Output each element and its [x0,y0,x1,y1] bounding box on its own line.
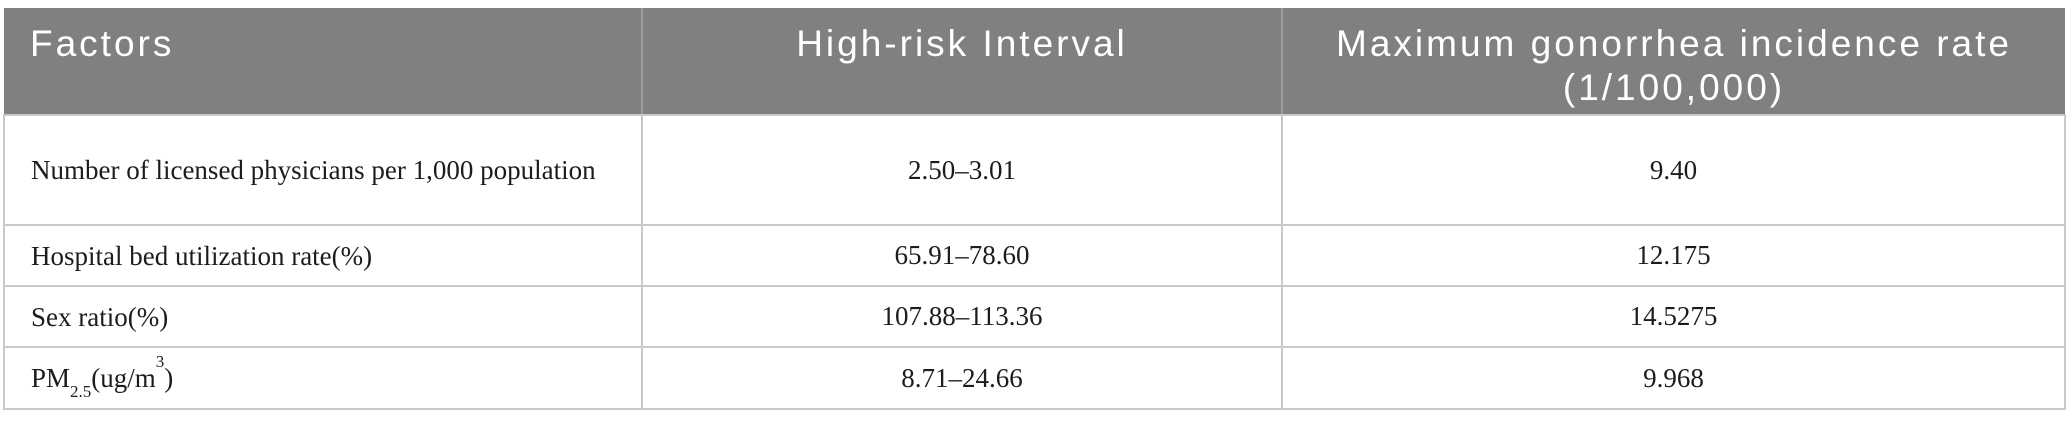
column-header-high-risk-interval: High-risk Interval [641,8,1282,116]
interval-cell: 8.71–24.66 [641,346,1283,410]
table-body: Number of licensed physicians per 1,000 … [3,114,2066,410]
max-rate-cell: 9.968 [1281,346,2066,410]
pm-label-subscript: 2.5 [70,382,92,402]
table-row: Hospital bed utilization rate(%) 65.91–7… [3,224,2066,287]
table-header: Factors High-risk Interval Maximum gonor… [4,8,2065,116]
table-row: PM2.5(ug/m3) 8.71–24.66 9.968 [3,346,2066,410]
header-row: Factors High-risk Interval Maximum gonor… [4,8,2065,116]
max-rate-cell: 9.40 [1281,114,2066,226]
factor-cell-hospital-bed: Hospital bed utilization rate(%) [3,224,643,287]
column-header-factors: Factors [4,8,642,116]
pm-label-superscript: 3 [155,352,165,371]
table-row: Number of licensed physicians per 1,000 … [3,114,2066,226]
high-risk-factors-table: Factors High-risk Interval Maximum gonor… [3,8,2066,410]
pm-label-base: PM [31,363,71,393]
interval-cell: 2.50–3.01 [641,114,1283,226]
max-rate-cell: 12.175 [1281,224,2066,287]
factor-cell-physicians: Number of licensed physicians per 1,000 … [3,114,643,226]
column-header-max-incidence-rate: Maximum gonorrhea incidence rate (1/100,… [1281,8,2065,116]
pm-label-unit: (ug/m [91,363,156,393]
factor-cell-pm25: PM2.5(ug/m3) [3,346,643,410]
max-rate-cell: 14.5275 [1281,285,2066,348]
interval-cell: 107.88–113.36 [641,285,1283,348]
pm-label-close-paren: ) [164,363,174,393]
table-row: Sex ratio(%) 107.88–113.36 14.5275 [3,285,2066,348]
factor-cell-sex-ratio: Sex ratio(%) [3,285,643,348]
interval-cell: 65.91–78.60 [641,224,1283,287]
